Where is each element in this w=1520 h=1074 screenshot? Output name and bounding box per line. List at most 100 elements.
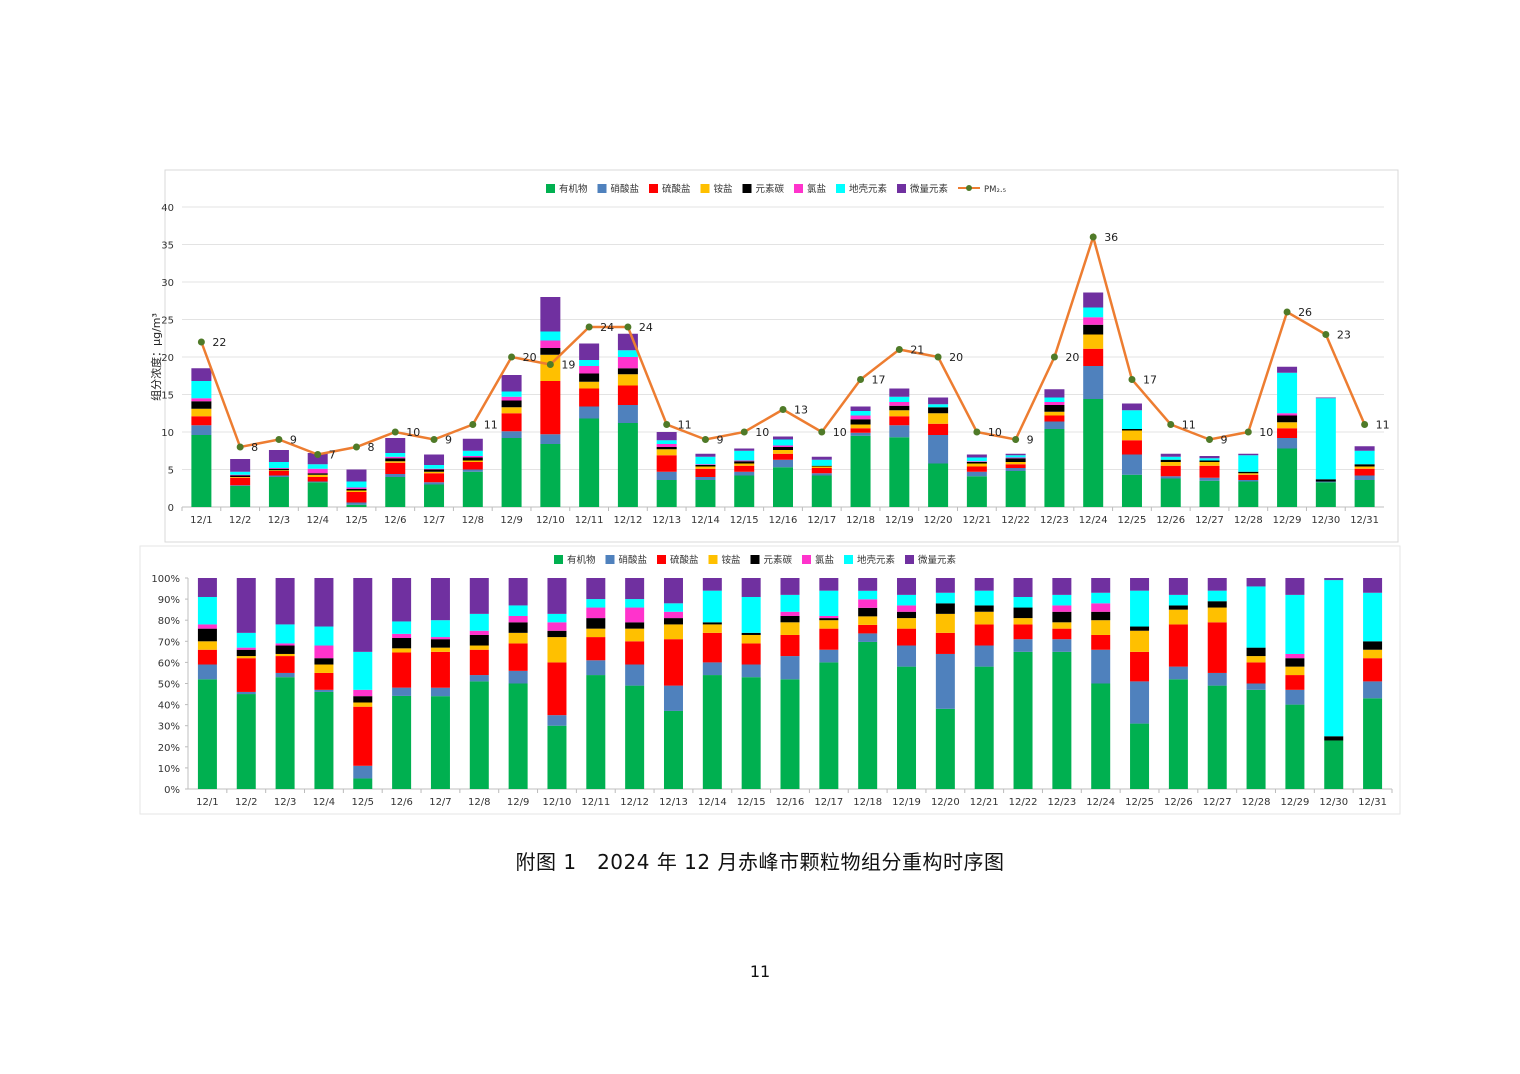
- chart1-legend-label-5: 氯盐: [807, 183, 827, 195]
- chart2-bar-segment: [197, 624, 217, 629]
- chart1-bar-segment: [656, 444, 677, 447]
- chart1-bar-segment: [1199, 458, 1220, 461]
- chart2-bar-segment: [508, 615, 528, 623]
- chart1-pm25-marker: [275, 436, 283, 443]
- chart2-bar-segment: [625, 578, 645, 600]
- chart1-bar-segment: [1083, 292, 1104, 308]
- chart1-xtick-label: 12/12: [613, 515, 642, 526]
- chart2-bar-segment: [858, 599, 878, 608]
- chart1-pm25-marker: [1050, 353, 1058, 361]
- chart2-bar-segment: [1363, 698, 1383, 789]
- chart1-pm25-marker: [469, 421, 477, 428]
- chart2-legend-label-3: 铵盐: [722, 554, 742, 566]
- chart2-legend-swatch-4: [750, 555, 760, 564]
- chart1-bar-segment: [1121, 430, 1142, 441]
- chart2-bar-segment: [275, 656, 295, 673]
- chart1-bar-segment: [540, 331, 561, 341]
- chart2-bar-segment: [1130, 651, 1150, 682]
- chart2-legend-swatch-2: [657, 555, 666, 564]
- chart2-xtick-label: 12/21: [970, 797, 999, 808]
- chart2-bar-segment: [547, 725, 567, 789]
- chart2-bar-segment: [586, 607, 606, 619]
- chart2-bar-segment: [741, 596, 761, 633]
- chart1-pm25-marker: [314, 451, 322, 458]
- chart1-bar-segment: [230, 475, 251, 477]
- chart1-bar-segment: [1005, 458, 1026, 462]
- chart1-bar-segment: [966, 466, 987, 472]
- chart1-legend-swatch-0: [546, 184, 555, 193]
- chart2-bar-segment: [1285, 675, 1305, 690]
- chart2-bar-segment: [430, 651, 450, 688]
- chart2-bar-segment: [469, 675, 489, 682]
- chart1-bar-segment: [307, 464, 328, 469]
- chart2-bar-segment: [1091, 634, 1111, 650]
- chart2-bar-segment: [1207, 590, 1227, 602]
- chart2-bar-segment: [469, 613, 489, 631]
- chart1-bar-segment: [424, 482, 445, 485]
- chart2-bar-segment: [430, 696, 450, 789]
- chart1-bar-segment: [191, 435, 212, 507]
- chart1-bar-segment: [230, 459, 251, 472]
- chart1-bar-segment: [656, 471, 677, 480]
- chart1-pm25-data-label: 10: [406, 426, 420, 439]
- chart2-bar-segment: [741, 634, 761, 644]
- chart1-bar-segment: [1277, 422, 1298, 429]
- chart2-bar-segment: [392, 687, 412, 696]
- chart1-frame: [164, 169, 1399, 543]
- chart2-bar-segment: [1246, 689, 1266, 789]
- chart2-bar-segment: [236, 658, 256, 692]
- chart2-bar-segment: [197, 664, 217, 680]
- chart2-bar-segment: [663, 624, 683, 640]
- chart1-bar-segment: [1160, 476, 1181, 479]
- chart2-bar-segment: [1052, 611, 1072, 623]
- chart2-xtick-label: 12/31: [1358, 797, 1387, 808]
- chart1-bar-segment: [773, 467, 793, 507]
- chart2-bar-segment: [430, 639, 450, 648]
- chart2-bar-segment: [974, 590, 994, 606]
- chart2-xtick-label: 12/17: [814, 797, 843, 808]
- chart2-bar-segment: [236, 691, 256, 695]
- chart1-xtick-label: 12/28: [1234, 515, 1263, 526]
- chart2-bar-segment: [392, 695, 412, 789]
- chart2-bar-segment: [702, 622, 722, 625]
- chart1-bar-segment: [307, 482, 328, 507]
- chart2-bar-segment: [197, 679, 217, 789]
- chart1-bar-segment: [773, 453, 793, 460]
- chart1-bar-segment: [346, 504, 367, 507]
- chart1-xtick-label: 12/30: [1311, 515, 1340, 526]
- chart1-pm25-data-label: 20: [949, 351, 963, 364]
- chart2-bar-segment: [1285, 578, 1305, 595]
- chart2-bar-segment: [1285, 704, 1305, 789]
- chart2-bar-segment: [197, 649, 217, 665]
- chart1-bar-segment: [1044, 415, 1065, 422]
- chart2-bar-segment: [1168, 594, 1188, 606]
- chart1-bar-segment: [617, 350, 638, 357]
- chart2-bar-segment: [625, 641, 645, 665]
- chart2-legend-swatch-3: [708, 555, 718, 564]
- chart2-bar-segment: [275, 624, 295, 644]
- chart1-bar-segment: [307, 481, 328, 483]
- chart1-bar-segment: [385, 458, 406, 462]
- chart1-pm25-data-label: 20: [523, 351, 537, 364]
- chart1-bar-segment: [1277, 448, 1298, 507]
- chart2-bar-segment: [1246, 647, 1266, 657]
- chart2-bar-segment: [1285, 594, 1305, 654]
- chart2-bar-segment: [974, 645, 994, 667]
- chart2-bar-segment: [508, 643, 528, 671]
- chart1-pm25-marker: [663, 421, 671, 428]
- chart2-bar-segment: [353, 702, 373, 707]
- chart1-bar-segment: [734, 448, 755, 451]
- chart1-bar-segment: [346, 502, 367, 505]
- chart2-bar-segment: [1324, 736, 1344, 741]
- chart1-bar-segment: [1238, 453, 1259, 456]
- chart1-legend-label-0: 有机物: [559, 183, 588, 195]
- chart1-bar-segment: [1354, 466, 1375, 469]
- chart1-pm25-data-label: 9: [290, 434, 297, 447]
- chart1-bar-segment: [307, 473, 328, 475]
- chart2-ytick-label: 50%: [158, 680, 180, 691]
- chart2-bar-segment: [1168, 666, 1188, 680]
- chart1-bar-segment: [501, 431, 522, 438]
- chart2-ytick-label: 90%: [158, 595, 180, 606]
- chart1-bar-segment: [617, 357, 638, 369]
- chart1-bar-segment: [230, 471, 251, 475]
